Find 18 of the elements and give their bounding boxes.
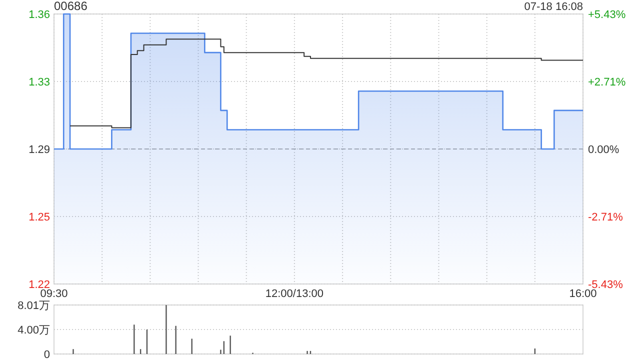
x-tick-label: 12:00/13:00 [265, 288, 324, 300]
y-tick-label: 1.29 [28, 144, 50, 156]
y-tick-label: 8.01万 [18, 300, 50, 312]
chart-title: 00686 [54, 0, 88, 13]
text: 07-18 16:08 [524, 1, 583, 13]
y-tick-label: 1.33 [28, 76, 50, 88]
y2-tick-label: 0.00% [588, 144, 620, 156]
y-tick-label: 1.22 [28, 279, 50, 291]
y-tick-label: 0 [44, 349, 50, 360]
y2-tick-label: -5.43% [588, 279, 624, 291]
y-tick-label: 1.36 [28, 9, 50, 21]
x-tick-label: 09:30 [40, 288, 68, 300]
y2-tick-label: -2.71% [588, 211, 624, 224]
y-tick-label: 4.00万 [18, 324, 50, 337]
y2-tick-label: +2.71% [588, 76, 626, 89]
y2-tick-label: +5.43% [588, 9, 626, 21]
x-tick-label: 16:00 [569, 288, 597, 300]
y-tick-label: 1.25 [28, 212, 50, 224]
